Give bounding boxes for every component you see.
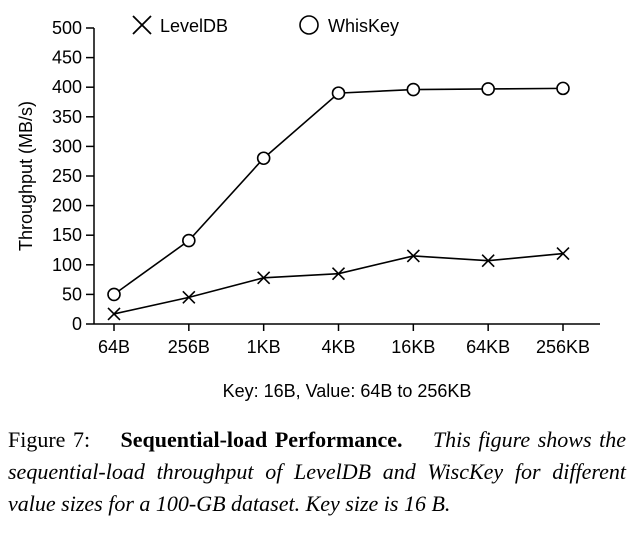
y-ticks: 0 50 100 150 200 250 300 350 400 450 500 bbox=[52, 18, 94, 334]
x-ticks: 64B 256B 1KB 4KB 16KB 64KB 256KB bbox=[98, 324, 590, 357]
y-tick-label: 500 bbox=[52, 18, 82, 38]
y-tick-label: 250 bbox=[52, 166, 82, 186]
legend-label-whiskey: WhisKey bbox=[328, 16, 399, 36]
leveldb-point bbox=[257, 271, 271, 285]
whiskey-point bbox=[182, 233, 196, 248]
x-tick-label: 1KB bbox=[247, 337, 281, 357]
whiskey-point bbox=[331, 86, 346, 100]
y-tick-label: 400 bbox=[52, 77, 82, 97]
y-tick-label: 200 bbox=[52, 196, 82, 216]
leveldb-point bbox=[481, 254, 495, 268]
leveldb-point bbox=[331, 267, 346, 281]
legend-item-leveldb: LevelDB bbox=[132, 15, 228, 36]
x-tick-label: 4KB bbox=[321, 337, 355, 357]
y-axis-label: Throughput (MB/s) bbox=[16, 101, 36, 251]
caption-label: Figure 7: bbox=[8, 427, 91, 452]
x-tick-label: 64B bbox=[98, 337, 130, 357]
y-tick-label: 450 bbox=[52, 48, 82, 68]
series-leveldb bbox=[107, 246, 570, 321]
whiskey-point bbox=[256, 151, 271, 166]
legend: LevelDB WhisKey bbox=[132, 15, 399, 36]
leveldb-point bbox=[182, 290, 196, 304]
series-whiskey bbox=[107, 81, 570, 302]
whiskey-line bbox=[113, 87, 564, 296]
whiskey-point bbox=[406, 82, 421, 97]
y-tick-label: 350 bbox=[52, 107, 82, 127]
leveldb-point bbox=[107, 307, 121, 321]
legend-item-whiskey: WhisKey bbox=[299, 15, 399, 36]
whiskey-point bbox=[481, 82, 495, 96]
y-tick-label: 150 bbox=[52, 225, 82, 245]
series-layer bbox=[107, 81, 570, 321]
x-tick-label: 16KB bbox=[391, 337, 435, 357]
leveldb-point bbox=[556, 246, 570, 261]
x-tick-label: 256KB bbox=[536, 337, 590, 357]
y-tick-label: 50 bbox=[62, 284, 82, 304]
y-tick-label: 0 bbox=[72, 314, 82, 334]
y-tick-label: 300 bbox=[52, 136, 82, 156]
x-tick-label: 64KB bbox=[466, 337, 510, 357]
leveldb-point bbox=[406, 249, 420, 263]
legend-circle-marker bbox=[299, 15, 319, 35]
legend-x-marker bbox=[132, 15, 152, 35]
caption-text: This figure shows the sequential-load th… bbox=[8, 427, 626, 516]
chart: 0 50 100 150 200 250 300 350 400 450 500 64B 256B 1K… bbox=[16, 15, 600, 401]
x-axis-label: Key: 16B, Value: 64B to 256KB bbox=[223, 381, 472, 401]
leveldb-line bbox=[113, 252, 564, 315]
legend-label-leveldb: LevelDB bbox=[160, 16, 228, 36]
y-tick-label: 100 bbox=[52, 255, 82, 275]
x-tick-label: 256B bbox=[168, 337, 210, 357]
caption-title: Sequential-load Performance. bbox=[120, 427, 403, 452]
whiskey-point bbox=[107, 287, 121, 302]
plot-frame bbox=[93, 28, 600, 325]
figure-caption: Figure 7: Sequential-load Performance. T… bbox=[8, 424, 626, 520]
whiskey-point bbox=[556, 81, 570, 96]
